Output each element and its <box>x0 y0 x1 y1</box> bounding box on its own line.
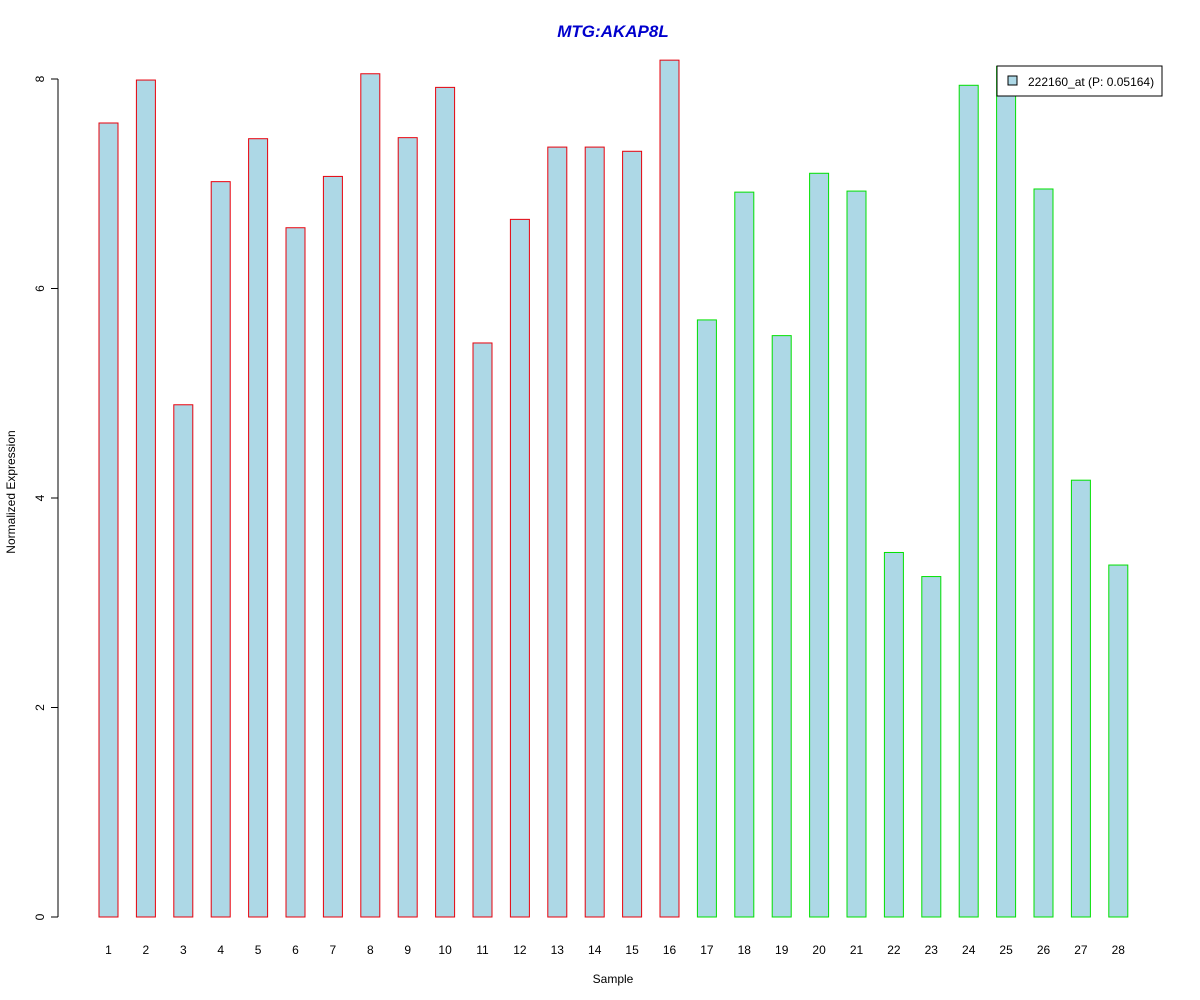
x-tick-label: 5 <box>255 943 262 957</box>
bar-sample-21 <box>846 190 867 918</box>
x-tick-label: 15 <box>625 943 639 957</box>
x-tick-label: 21 <box>850 943 864 957</box>
y-tick-label: 4 <box>33 494 47 501</box>
bar-sample-14 <box>584 146 605 918</box>
x-tick-label: 2 <box>143 943 150 957</box>
x-tick-label: 26 <box>1037 943 1051 957</box>
bar-sample-2 <box>135 79 156 918</box>
bar-sample-23 <box>921 576 942 918</box>
bar-sample-15 <box>622 150 643 918</box>
x-tick-label: 28 <box>1112 943 1126 957</box>
x-tick-label: 25 <box>999 943 1013 957</box>
bar-sample-16 <box>659 59 680 918</box>
x-tick-label: 3 <box>180 943 187 957</box>
x-tick-labels: 1 2 3 4 5 6 7 8 9 10 11 12 13 14 15 16 17 18 19 20 21 22 23 24 2… <box>105 943 1125 957</box>
x-tick-label: 4 <box>217 943 224 957</box>
x-axis-label: Sample <box>593 972 634 986</box>
legend-box <box>996 65 1163 97</box>
bar-sample-6 <box>285 227 306 918</box>
bars-group <box>98 59 1129 918</box>
x-tick-label: 7 <box>330 943 337 957</box>
x-tick-label: 1 <box>105 943 112 957</box>
bar-sample-5 <box>248 138 269 918</box>
x-tick-label: 22 <box>887 943 901 957</box>
bar-sample-10 <box>435 86 456 918</box>
bar-sample-11 <box>472 342 493 918</box>
bar-sample-13 <box>547 146 568 918</box>
legend-swatch <box>1007 75 1018 86</box>
x-tick-label: 13 <box>551 943 565 957</box>
chart-title: MTG:AKAP8L <box>557 22 668 41</box>
bar-sample-9 <box>397 137 418 918</box>
x-tick-label: 14 <box>588 943 602 957</box>
bar-sample-25 <box>996 65 1017 918</box>
x-tick-label: 17 <box>700 943 714 957</box>
bar-sample-28 <box>1108 564 1129 918</box>
x-tick-label: 27 <box>1074 943 1088 957</box>
bar-sample-20 <box>809 172 830 918</box>
y-tick-label: 6 <box>33 285 47 292</box>
y-tick-label: 0 <box>33 913 47 920</box>
bar-sample-4 <box>210 181 231 918</box>
x-tick-label: 10 <box>438 943 452 957</box>
y-axis-label: Normalized Expression <box>4 430 18 553</box>
bar-sample-19 <box>771 335 792 918</box>
legend-series-label: 222160_at (P: 0.05164) <box>1028 75 1154 89</box>
bar-sample-26 <box>1033 188 1054 918</box>
legend: 222160_at (P: 0.05164) <box>996 65 1163 97</box>
bar-sample-8 <box>360 73 381 918</box>
x-tick-label: 9 <box>404 943 411 957</box>
x-tick-label: 11 <box>476 943 489 957</box>
bar-sample-7 <box>322 175 343 918</box>
x-tick-label: 8 <box>367 943 374 957</box>
x-tick-label: 16 <box>663 943 677 957</box>
bar-sample-3 <box>173 404 194 918</box>
x-tick-label: 12 <box>513 943 527 957</box>
bar-sample-1 <box>98 122 119 918</box>
y-tick-label: 8 <box>33 75 47 82</box>
bar-sample-27 <box>1070 479 1091 918</box>
x-tick-label: 20 <box>812 943 826 957</box>
bar-sample-17 <box>696 319 717 918</box>
bar-sample-12 <box>509 218 530 918</box>
x-tick-label: 19 <box>775 943 789 957</box>
y-tick-label: 2 <box>33 704 47 711</box>
bar-sample-24 <box>958 84 979 918</box>
x-tick-label: 24 <box>962 943 976 957</box>
x-tick-label: 23 <box>925 943 939 957</box>
x-tick-label: 6 <box>292 943 299 957</box>
bar-sample-18 <box>734 191 755 918</box>
y-axis: 0 2 4 6 8 <box>33 75 59 920</box>
bar-sample-22 <box>883 551 904 918</box>
x-tick-label: 18 <box>738 943 752 957</box>
